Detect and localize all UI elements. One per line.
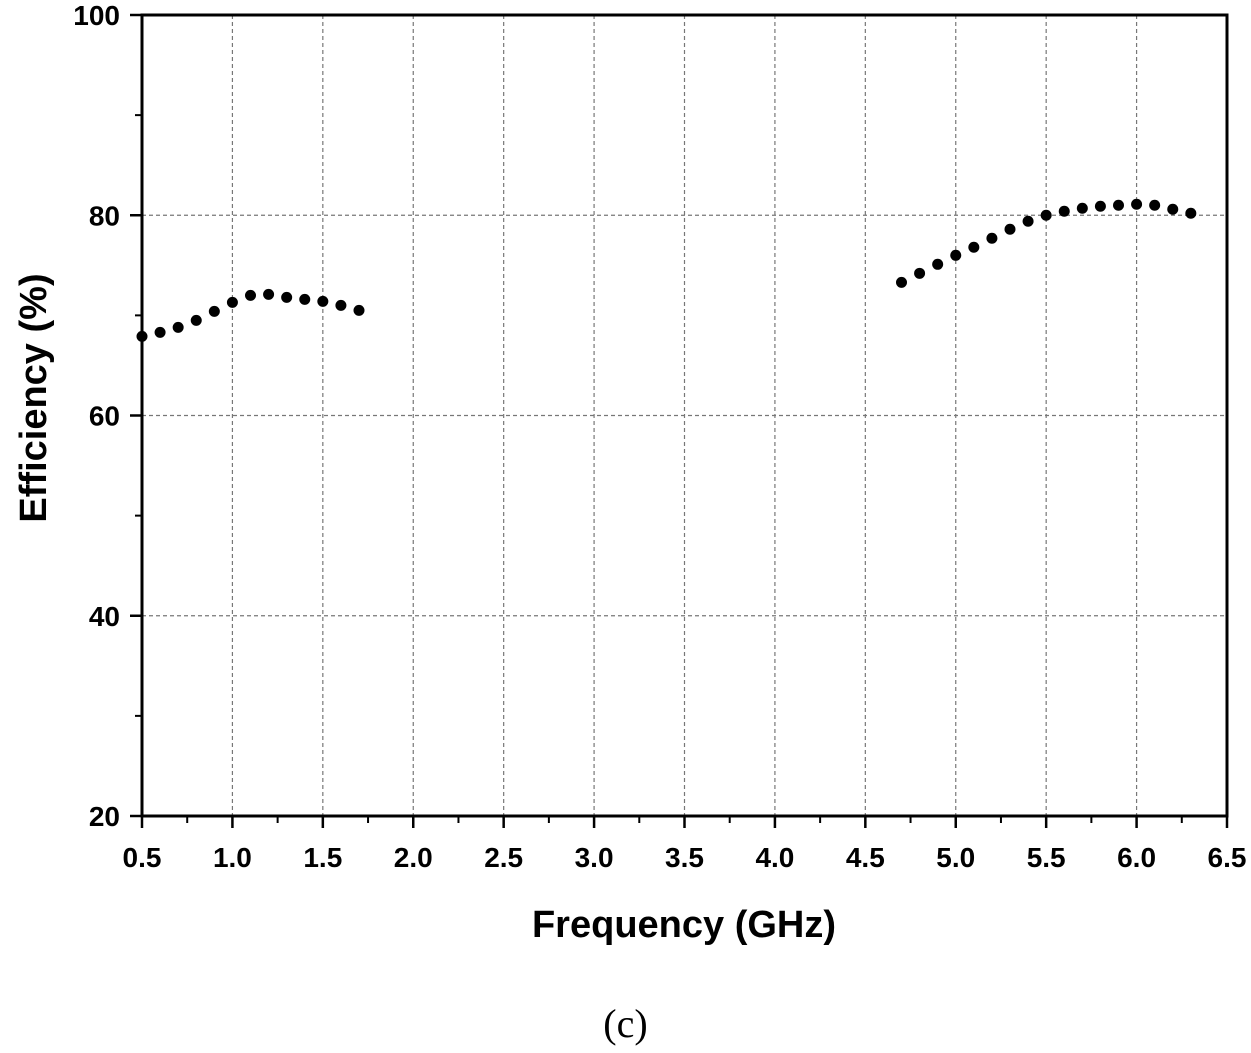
data-point-series-2 [932,258,944,270]
y-tick-label: 80 [89,200,120,231]
y-tick-label: 20 [89,801,120,832]
data-point-series-2 [1131,198,1143,210]
data-point-series-1 [353,304,365,316]
x-tick-label: 3.5 [665,842,704,873]
data-point-series-2 [1113,199,1124,211]
x-axis-title: Frequency (GHz) [532,904,836,946]
y-axis-title: Efficiency (%) [13,273,55,522]
data-point-series-1 [154,326,166,338]
data-point-series-1 [263,288,275,300]
data-point-series-1 [136,330,148,342]
data-point-series-1 [208,305,220,317]
data-point-series-2 [1022,215,1034,227]
data-points [136,198,1197,342]
tick-marks [130,13,1229,828]
x-tick-label: 6.5 [1208,842,1247,873]
data-point-series-1 [226,296,238,308]
tick-labels: 0.5 1.0 1.5 2.0 2.5 3.0 3.5 4.0 4.5 5.0 5.5 6.0 6.5 2… [73,0,1246,873]
data-point-series-1 [335,299,347,311]
x-tick-label: 0.5 [123,842,162,873]
x-tick-label: 5.5 [1027,842,1066,873]
x-tick-label: 4.0 [755,842,794,873]
x-tick-label: 4.5 [846,842,885,873]
y-tick-label: 100 [73,0,120,31]
x-tick-label: 1.5 [303,842,342,873]
efficiency-chart: 0.5 1.0 1.5 2.0 2.5 3.0 3.5 4.0 4.5 5.0 5.5 6.0 6.5 2… [13,0,1246,946]
data-point-series-1 [317,295,329,307]
data-point-series-2 [1149,199,1161,211]
data-point-series-2 [968,241,980,253]
x-tick-label: 2.5 [484,842,523,873]
y-tick-label: 60 [89,401,120,432]
y-tick-label: 40 [89,601,120,632]
data-point-series-2 [914,267,926,279]
x-tick-label: 5.0 [936,842,975,873]
data-point-series-2 [1058,205,1070,217]
data-point-series-2 [896,276,907,288]
data-point-series-1 [299,293,311,305]
data-point-series-1 [172,321,184,333]
data-point-series-1 [281,291,293,303]
x-tick-label: 2.0 [394,842,433,873]
data-point-series-2 [950,249,962,261]
x-tick-label: 1.0 [213,842,252,873]
x-tick-label: 6.0 [1117,842,1156,873]
data-point-series-1 [190,314,202,326]
x-tick-label: 3.0 [575,842,614,873]
data-point-series-2 [1076,202,1088,214]
data-point-series-2 [1004,223,1016,235]
data-point-series-1 [245,289,256,301]
data-point-series-2 [986,232,998,244]
figure-caption: (c) [603,1001,648,1046]
data-point-series-2 [1167,203,1179,215]
data-point-series-2 [1185,207,1197,219]
data-point-series-2 [1094,200,1106,212]
data-point-series-2 [1040,209,1052,221]
grid-lines [142,15,1227,816]
